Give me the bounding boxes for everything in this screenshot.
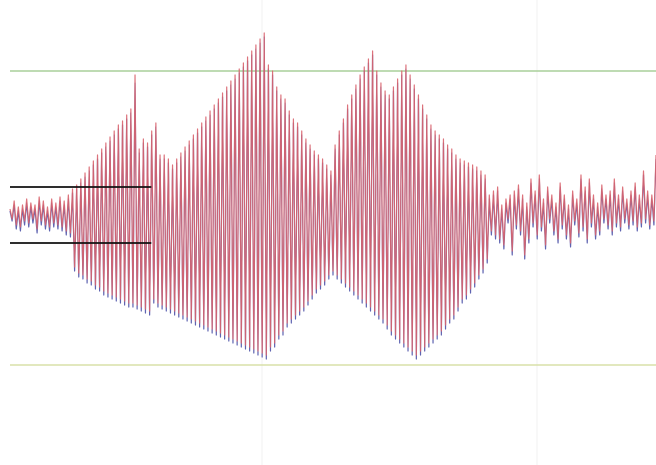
threshold-lines	[10, 70, 656, 366]
band-lines	[10, 186, 152, 244]
series-line-1	[9, 32, 656, 356]
